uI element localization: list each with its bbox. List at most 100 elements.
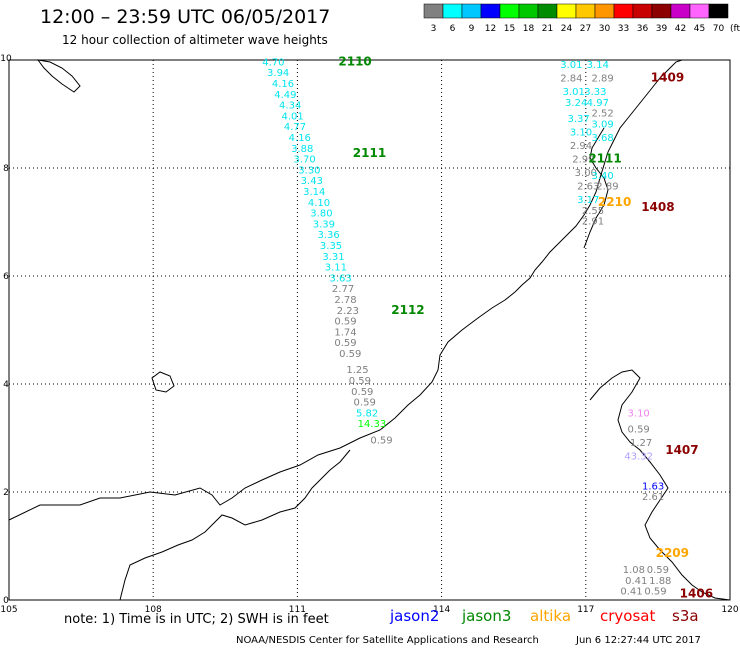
scale-label-24: 24 [561,24,573,34]
wave-height-labels: 4.703.944.164.494.344.014.774.163.883.70… [262,57,671,597]
wave-height-label: 3.37 [567,114,589,125]
wave-height-label: 2.91 [582,217,604,228]
wave-height-label: 4.10 [308,198,330,209]
wave-height-label: 1.08 [623,565,645,576]
wave-height-label: 2.61 [642,492,664,503]
wave-height-label: 2.78 [334,295,356,306]
wave-height-label: 3.30 [298,165,320,176]
scale-label-36: 36 [637,24,649,34]
wave-height-label: 2.84 [560,74,582,85]
wave-height-label: 5.82 [356,408,378,419]
track-labels: 2110 2111 2112 1409 2111 2210 1408 1407 2209 1406 [338,54,713,600]
wave-height-label: 4.77 [284,122,306,133]
wave-height-label: 0.41 [620,587,642,598]
wave-height-label: 3.39 [313,219,335,230]
wave-height-label: 4.16 [272,79,294,90]
track-label: 2110 [338,54,371,68]
wave-height-label: 0.41 [625,576,647,587]
wave-height-label: 3.68 [591,133,613,144]
lon-tick-111: 111 [289,605,306,615]
wave-height-label: 4.49 [274,90,296,101]
wave-height-label: 3.80 [310,209,332,220]
wave-height-label: 1.74 [334,327,356,338]
wave-height-label: 0.59 [334,338,356,349]
wave-height-label: 2.23 [337,306,359,317]
track-label: 2111 [353,146,386,160]
wave-height-label: 3.01 [560,60,582,71]
wave-height-label: 3.10 [570,128,592,139]
lon-tick-120: 120 [721,605,738,615]
wave-height-label: 4.97 [587,98,609,109]
lat-tick-6: 6 [3,272,9,282]
scale-label-18: 18 [523,24,535,34]
borneo-coast [589,369,731,601]
wave-height-label: 3.09 [591,120,613,131]
lon-tick-108: 108 [145,605,162,615]
map-title: 12:00 – 23:59 UTC 06/05/2017 [40,6,331,28]
map-frame [8,59,731,601]
wave-height-label: 2.89 [596,182,618,193]
wave-height-label: 14.33 [358,419,387,430]
satellite-altika: altika [530,607,572,625]
wave-height-label: 3.94 [267,68,289,79]
track-label: 2112 [391,303,424,317]
lon-tick-114: 114 [433,605,450,615]
scale-unit: (ft) [730,24,740,34]
satellite-jason2: jason2 [390,607,440,625]
wave-height-label: 3.40 [591,171,613,182]
scale-label-42: 42 [675,24,686,34]
wave-height-label: 0.59 [339,349,361,360]
wave-height-label: 3.88 [291,144,313,155]
wave-height-label: 3.17 [577,195,599,206]
mainland-coast-west [8,59,683,521]
west-coast-islet [36,59,81,93]
wave-height-label: 3.43 [301,176,323,187]
scale-label-3: 3 [431,24,437,34]
mainland-coast-south [119,449,351,601]
wave-height-label: 4.34 [279,101,301,112]
scale-label-30: 30 [599,24,611,34]
wave-height-label: 1.88 [649,576,671,587]
wave-height-label: 2.55 [582,206,604,217]
wave-height-label: 0.59 [334,317,356,328]
wave-height-label: 4.01 [281,111,303,122]
wave-height-label: 4.70 [262,57,284,68]
lat-tick-10: 10 [0,54,12,64]
lat-tick-2: 2 [3,488,9,498]
wave-height-label: 2.77 [332,284,354,295]
wave-height-label: 0.59 [628,425,650,436]
wave-height-label: 43.32 [624,452,653,463]
track-label: 1406 [680,586,713,600]
wave-height-label: 0.59 [370,435,392,446]
wave-height-label: 3.11 [325,263,347,274]
scale-label-21: 21 [542,24,553,34]
graticule [9,60,730,600]
wave-height-label: 1.63 [642,481,664,492]
scale-label-12: 12 [485,24,496,34]
wave-height-label: 2.52 [591,109,613,120]
footer-credit: NOAA/NESDIS Center for Satellite Applica… [236,635,539,646]
coastline [8,59,731,601]
track-label: 1407 [665,443,698,457]
wave-height-label: 0.59 [647,565,669,576]
track-label: 1409 [651,71,684,85]
scale-label-9: 9 [469,24,475,34]
wave-height-label: 1.27 [630,438,652,449]
wave-height-label: 3.00 [575,168,597,179]
wave-height-label: 2.94 [570,141,592,152]
lon-tick-117: 117 [577,605,594,615]
wave-height-label: 2.63 [577,182,599,193]
wave-height-label: 3.24 [565,98,587,109]
wave-height-label: 3.31 [322,252,344,263]
wave-height-label: 3.63 [330,273,352,284]
satellite-jason3: jason3 [462,607,512,625]
scale-label-6: 6 [450,24,456,34]
map-subtitle: 12 hour collection of altimeter wave hei… [62,33,328,47]
satellite-s3a: s3a [672,607,699,625]
wave-height-label: 2.99 [572,155,594,166]
wave-height-label: 3.01 [563,87,585,98]
wave-height-label: 4.16 [289,133,311,144]
satellite-cryosat: cryosat [600,607,656,625]
